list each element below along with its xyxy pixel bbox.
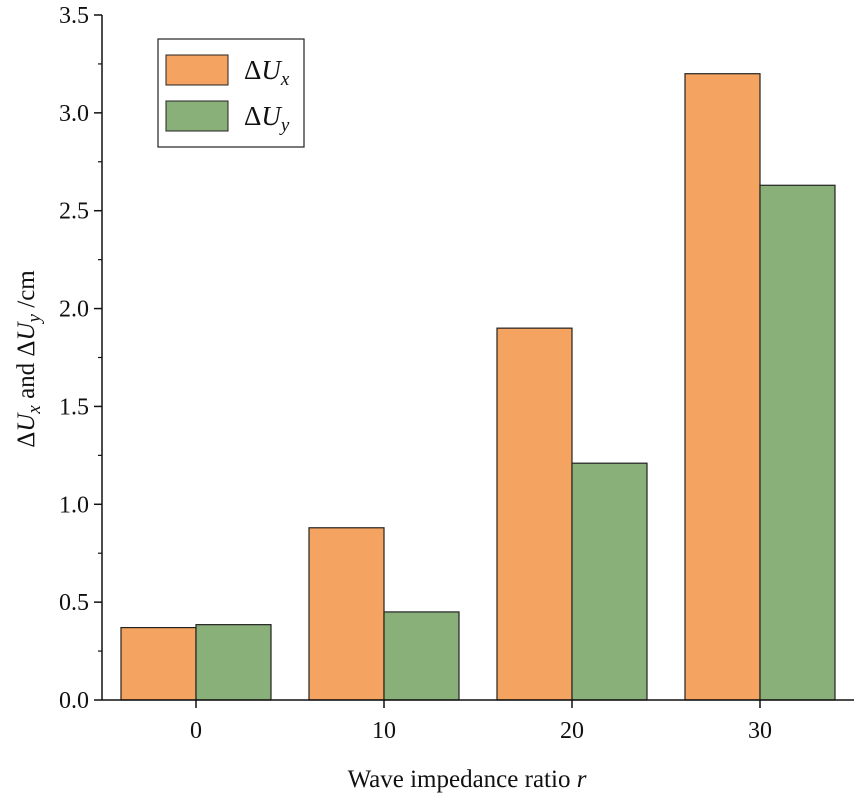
- x-axis-title: Wave impedance ratio r: [348, 766, 587, 793]
- y-tick-label: 1.5: [59, 394, 89, 420]
- bar-y-30: [759, 184, 836, 701]
- axes-group: 0.0 0.5 1.0 1.5 2.0 2.5 3.0 3.5 0 10 20 30: [59, 3, 854, 744]
- bar-x-20: [496, 327, 573, 701]
- bar-y-20: [571, 462, 648, 701]
- x-tick-label: 30: [748, 718, 772, 744]
- bar-x-10: [308, 527, 385, 701]
- bar-x-0: [120, 626, 197, 701]
- legend-label-uy: ΔUy: [244, 101, 290, 136]
- x-tick-label: 20: [560, 718, 584, 744]
- y-tick-label: 2.0: [59, 297, 89, 323]
- bars-group: [120, 73, 836, 701]
- legend-swatch-ux: [165, 54, 229, 86]
- x-tick-label: 10: [372, 718, 396, 744]
- y-tick-label: 0.0: [59, 688, 89, 714]
- bar-x-30: [684, 73, 761, 701]
- legend-swatch-uy: [165, 100, 229, 132]
- y-tick-label: 3.5: [59, 3, 89, 29]
- bar-y-10: [383, 611, 460, 701]
- bar-y-0: [195, 624, 272, 701]
- y-tick-label: 2.5: [59, 199, 89, 225]
- legend: ΔUx ΔUy: [157, 38, 305, 148]
- y-tick-label: 3.0: [59, 101, 89, 127]
- y-axis-title: ΔUx and ΔUy /cm: [13, 270, 45, 448]
- x-tick-label: 0: [190, 718, 202, 744]
- y-tick-label: 0.5: [59, 590, 89, 616]
- y-tick-label: 1.0: [59, 492, 89, 518]
- legend-label-ux: ΔUx: [244, 55, 290, 90]
